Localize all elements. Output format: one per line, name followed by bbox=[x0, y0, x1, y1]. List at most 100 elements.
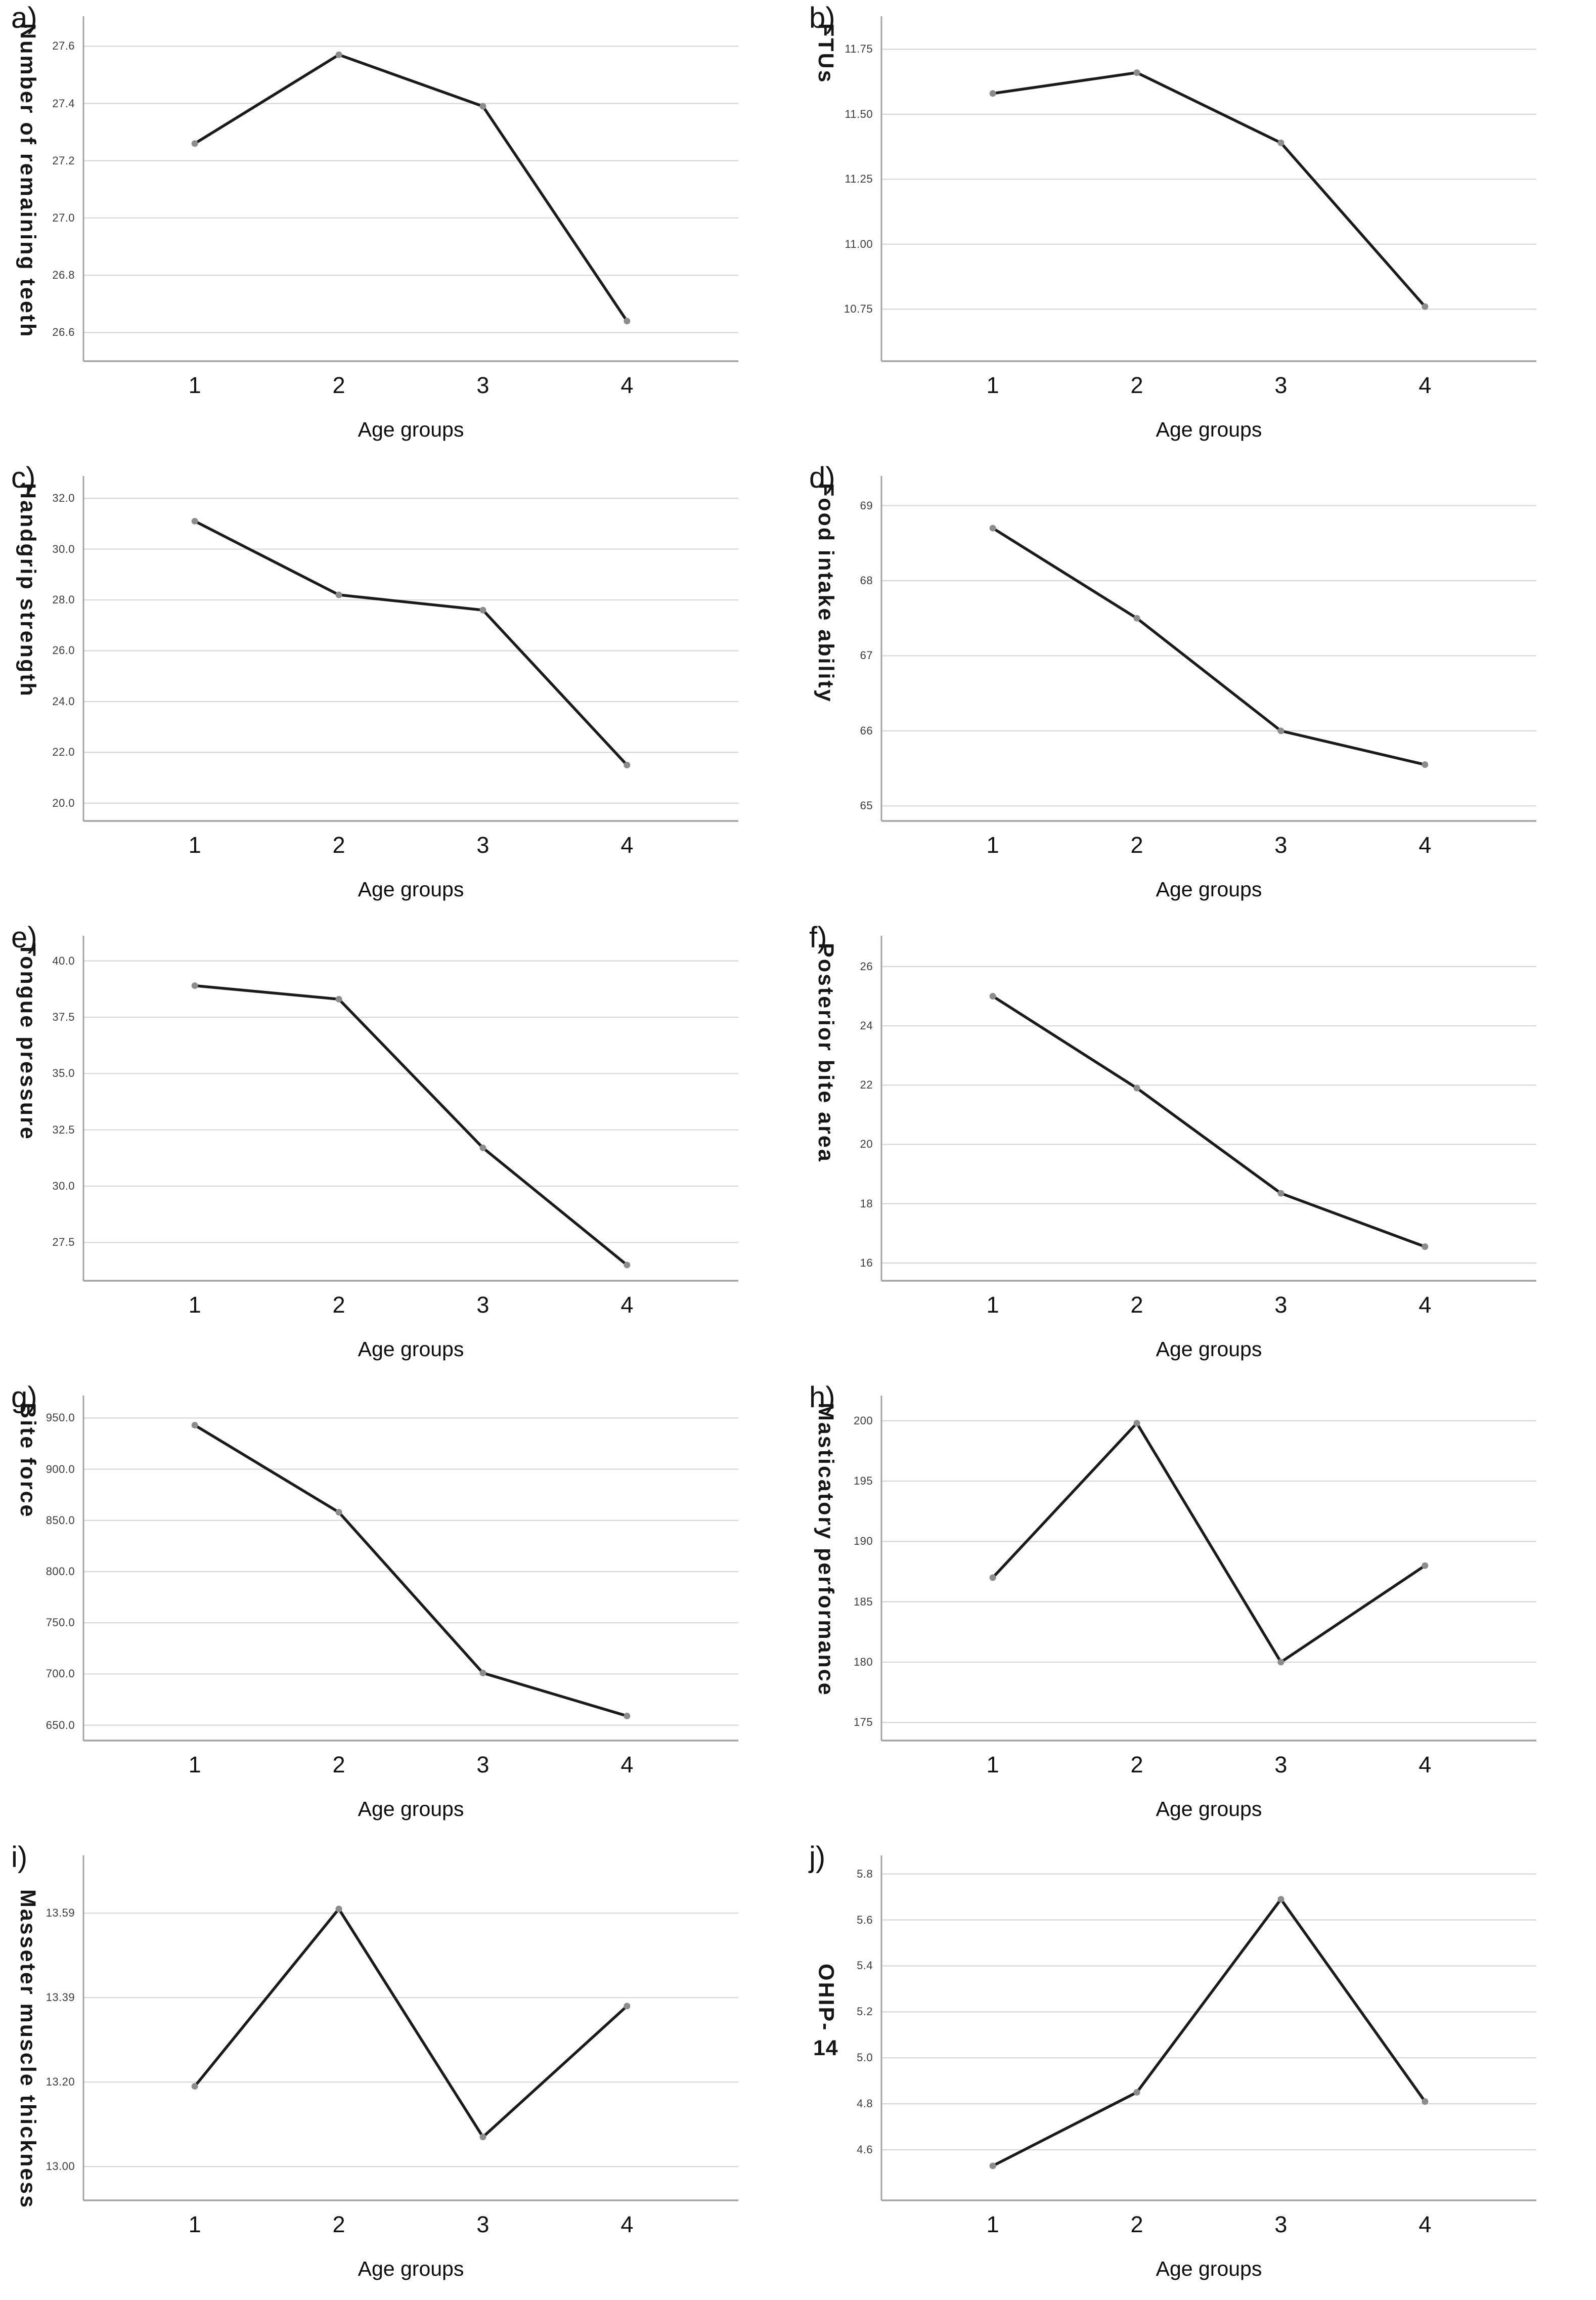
data-point bbox=[191, 517, 198, 525]
data-point bbox=[479, 1144, 486, 1151]
data-line bbox=[194, 53, 629, 322]
data-point bbox=[335, 591, 342, 598]
y-axis-title-c: Handgrip strength bbox=[16, 483, 40, 698]
y-axis-title-g: Bite force bbox=[16, 1403, 40, 1518]
data-point bbox=[479, 1669, 486, 1676]
x-axis-title-g: Age groups bbox=[358, 1797, 464, 1820]
panel-letter-g: g) bbox=[11, 1381, 37, 1414]
data-point bbox=[989, 525, 996, 532]
y-tick-label: 5.6 bbox=[857, 1913, 873, 1926]
data-line bbox=[992, 71, 1426, 308]
panel-letter-a: a) bbox=[11, 2, 37, 34]
y-tick-label: 68 bbox=[860, 574, 873, 587]
y-tick-label: 13.59 bbox=[46, 1906, 75, 1920]
x-tick-label: 4 bbox=[1418, 2211, 1432, 2237]
data-point bbox=[1277, 1896, 1284, 1903]
data-point bbox=[1133, 1420, 1140, 1427]
data-point bbox=[1277, 727, 1284, 734]
x-tick-label: 3 bbox=[476, 2211, 490, 2237]
x-tick-label: 4 bbox=[1418, 1752, 1432, 1777]
chart-canvas bbox=[880, 476, 1536, 822]
y-tick-label: 700.0 bbox=[46, 1667, 75, 1680]
x-tick-label: 3 bbox=[476, 372, 490, 398]
panel-letter-f: f) bbox=[809, 921, 827, 954]
y-tick-label: 24.0 bbox=[52, 695, 75, 708]
x-tick-label: 1 bbox=[986, 2211, 999, 2237]
x-tick-label: 1 bbox=[986, 372, 999, 398]
y-tick-label: 200 bbox=[853, 1414, 873, 1427]
chart-canvas bbox=[880, 936, 1536, 1282]
x-tick-label: 2 bbox=[332, 1752, 345, 1777]
panel-j: j) OHIP- 14 Age groups 4.6 4.8 5.0 5.2 5.4 5.… bbox=[798, 1839, 1596, 2299]
x-tick-label: 4 bbox=[620, 2211, 634, 2237]
data-point bbox=[335, 995, 342, 1003]
data-line bbox=[194, 984, 628, 1266]
x-axis-title-c: Age groups bbox=[358, 878, 464, 901]
panel-letter-i: i) bbox=[11, 1841, 28, 1874]
y-tick-label: 35.0 bbox=[52, 1067, 75, 1080]
data-point bbox=[1133, 1084, 1140, 1092]
y-tick-label: 175 bbox=[853, 1716, 873, 1729]
data-point bbox=[191, 1422, 198, 1429]
data-point bbox=[989, 1574, 996, 1581]
data-line bbox=[194, 1906, 628, 2139]
data-line bbox=[992, 527, 1426, 766]
y-tick-label: 26.8 bbox=[52, 269, 75, 282]
y-tick-label: 11.00 bbox=[845, 237, 873, 250]
y-tick-label: 190 bbox=[853, 1535, 873, 1548]
data-point bbox=[1133, 2089, 1140, 2096]
data-point bbox=[191, 982, 198, 989]
y-tick-label: 5.4 bbox=[857, 1959, 873, 1972]
data-point bbox=[1422, 303, 1429, 310]
chart-canvas bbox=[82, 1396, 738, 1742]
panel-d: d) Food intake ability Age groups 65 66 67… bbox=[798, 460, 1596, 920]
y-tick-label: 11.75 bbox=[845, 42, 873, 56]
x-tick-label: 4 bbox=[1418, 832, 1432, 858]
y-tick-label: 24 bbox=[860, 1019, 873, 1032]
x-tick-label: 1 bbox=[188, 832, 201, 858]
x-tick-label: 1 bbox=[986, 1292, 999, 1318]
data-point bbox=[1277, 1659, 1284, 1666]
y-axis-title-d: Food intake ability bbox=[814, 483, 838, 703]
panel-a: a) Number of remaining teeth Age groups … bbox=[0, 0, 798, 460]
x-tick-label: 1 bbox=[188, 1292, 201, 1318]
x-tick-label: 4 bbox=[620, 372, 634, 398]
x-tick-label: 3 bbox=[476, 1752, 490, 1777]
y-tick-label: 13.39 bbox=[46, 1991, 75, 2004]
y-tick-label: 18 bbox=[860, 1197, 873, 1210]
x-tick-label: 3 bbox=[1274, 1752, 1288, 1777]
y-tick-label: 65 bbox=[860, 799, 873, 812]
y-tick-label: 900.0 bbox=[46, 1462, 75, 1476]
data-line bbox=[194, 1424, 628, 1718]
y-tick-label: 11.25 bbox=[845, 172, 873, 186]
y-tick-label: 26.0 bbox=[52, 644, 75, 657]
chart-canvas bbox=[880, 1855, 1536, 2201]
data-point bbox=[1422, 761, 1429, 768]
x-tick-label: 4 bbox=[620, 832, 634, 858]
y-tick-label: 4.8 bbox=[857, 2097, 873, 2110]
data-point bbox=[989, 90, 996, 97]
data-point bbox=[1133, 69, 1140, 76]
x-axis-title-e: Age groups bbox=[358, 1337, 464, 1361]
data-line bbox=[992, 1421, 1426, 1664]
y-tick-label: 5.0 bbox=[857, 2051, 873, 2064]
panel-b: b) FTUs Age groups 10.75 11.00 11.25 11.50 1… bbox=[798, 0, 1596, 460]
y-tick-label: 750.0 bbox=[46, 1616, 75, 1629]
x-tick-label: 1 bbox=[986, 832, 999, 858]
y-tick-label: 69 bbox=[860, 499, 873, 512]
data-point bbox=[624, 1712, 631, 1719]
y-tick-label: 27.5 bbox=[52, 1236, 75, 1249]
x-tick-label: 3 bbox=[1274, 2211, 1288, 2237]
y-tick-label: 5.2 bbox=[857, 2005, 873, 2018]
data-point bbox=[1133, 615, 1140, 622]
y-tick-label: 37.5 bbox=[52, 1010, 75, 1023]
panel-c: c) Handgrip strength Age groups 20.0 22.0… bbox=[0, 460, 798, 920]
x-tick-label: 3 bbox=[1274, 1292, 1288, 1318]
data-point bbox=[479, 103, 486, 110]
y-tick-label: 11.50 bbox=[845, 107, 873, 120]
data-point bbox=[1277, 1190, 1284, 1197]
panel-letter-c: c) bbox=[11, 461, 36, 494]
y-tick-label: 20.0 bbox=[52, 796, 75, 809]
panel-letter-d: d) bbox=[809, 461, 835, 494]
